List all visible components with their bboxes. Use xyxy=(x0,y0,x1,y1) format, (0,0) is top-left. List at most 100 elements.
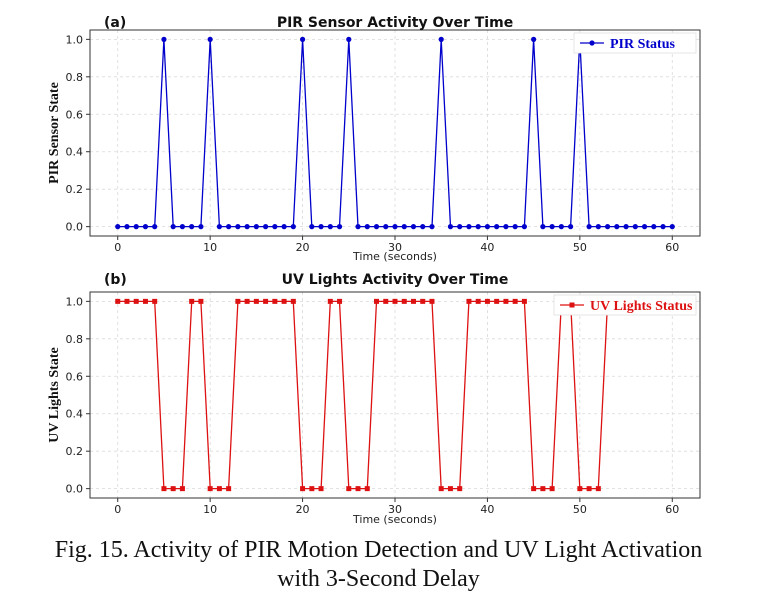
panel-label: (a) xyxy=(104,15,126,31)
data-point xyxy=(253,298,259,304)
data-point xyxy=(299,36,306,42)
y-tick-label: 0.4 xyxy=(66,408,84,421)
data-point xyxy=(604,224,611,230)
data-point xyxy=(595,224,601,230)
data-point xyxy=(383,298,389,304)
data-point xyxy=(420,298,426,304)
data-point xyxy=(410,224,417,230)
data-point xyxy=(226,486,232,492)
figure: 0 10 20 30 40 50 60 0.0 0.2 0.4 0.6 0.8 1.0 Time (sec… xyxy=(47,15,701,526)
data-point xyxy=(327,224,333,230)
data-point xyxy=(244,298,250,304)
data-point xyxy=(170,224,176,230)
x-tick-label: 60 xyxy=(665,503,679,516)
y-tick-label: 0.8 xyxy=(66,333,84,346)
data-point xyxy=(207,486,213,492)
x-tick-label: 0 xyxy=(114,241,121,254)
data-point xyxy=(346,486,352,492)
legend-marker xyxy=(569,302,575,308)
y-axis-label: PIR Sensor State xyxy=(47,82,62,184)
data-point xyxy=(447,486,453,492)
data-point xyxy=(318,224,324,230)
data-point xyxy=(651,224,657,230)
data-point xyxy=(540,224,546,230)
data-point xyxy=(429,298,435,304)
data-point xyxy=(586,486,592,492)
chart-panel-2: 0 10 20 30 40 50 60 0.0 0.2 0.4 0.6 0.8 1.0 Time (sec… xyxy=(47,272,701,526)
data-point xyxy=(198,224,204,230)
data-point xyxy=(660,224,666,230)
data-point xyxy=(170,486,176,492)
data-point xyxy=(383,224,389,230)
data-point xyxy=(549,486,555,492)
data-point xyxy=(410,298,416,304)
figure-caption: Fig. 15. Activity of PIR Motion Detectio… xyxy=(0,536,757,594)
data-point xyxy=(337,298,343,304)
x-tick-label: 60 xyxy=(665,241,679,254)
data-point xyxy=(641,224,648,230)
data-point xyxy=(152,298,158,304)
data-point xyxy=(161,486,167,492)
chart-title: PIR Sensor Activity Over Time xyxy=(277,15,513,31)
data-point xyxy=(318,486,324,492)
x-tick-label: 20 xyxy=(296,503,310,516)
x-tick-label: 30 xyxy=(388,503,402,516)
data-point xyxy=(531,486,537,492)
data-point xyxy=(429,224,435,230)
data-point xyxy=(447,224,454,230)
data-point xyxy=(521,224,527,230)
data-point xyxy=(355,486,361,492)
data-point xyxy=(115,224,121,230)
data-point xyxy=(124,298,130,304)
data-point xyxy=(503,298,509,304)
data-point xyxy=(133,224,139,230)
y-tick-label: 1.0 xyxy=(66,295,84,308)
data-point xyxy=(226,224,232,230)
data-point xyxy=(577,486,583,492)
data-point xyxy=(364,224,370,230)
panel-label: (b) xyxy=(104,272,127,288)
data-point xyxy=(484,224,491,230)
data-point xyxy=(244,224,250,230)
data-point xyxy=(272,298,278,304)
data-point xyxy=(281,298,287,304)
data-point xyxy=(263,224,269,230)
data-point xyxy=(355,224,361,230)
data-point xyxy=(373,224,380,230)
data-point xyxy=(623,224,629,230)
data-point xyxy=(466,298,472,304)
legend-label: PIR Status xyxy=(610,37,676,52)
data-point xyxy=(133,298,139,304)
data-point xyxy=(568,224,574,230)
data-point xyxy=(327,298,333,304)
x-axis-label: Time (seconds) xyxy=(352,250,437,263)
data-point xyxy=(207,36,213,42)
chart-panel-1: 0 10 20 30 40 50 60 0.0 0.2 0.4 0.6 0.8 1.0 Time (sec… xyxy=(47,15,701,263)
y-tick-label: 0.0 xyxy=(66,221,84,234)
data-point xyxy=(253,224,259,230)
data-point xyxy=(549,224,555,230)
x-tick-label: 40 xyxy=(480,241,494,254)
data-point xyxy=(494,224,500,230)
data-point xyxy=(142,298,148,304)
data-point xyxy=(521,298,527,304)
x-axis-label: Time (seconds) xyxy=(352,513,437,526)
data-point xyxy=(512,224,518,230)
data-point xyxy=(586,224,592,230)
data-point xyxy=(614,224,620,230)
legend-marker xyxy=(589,40,595,46)
data-point xyxy=(300,486,306,492)
series-line xyxy=(117,300,609,490)
data-point xyxy=(290,298,296,304)
x-tick-label: 30 xyxy=(388,241,402,254)
data-point xyxy=(438,486,444,492)
data-point xyxy=(281,224,287,230)
data-point xyxy=(531,36,537,42)
y-tick-label: 0.2 xyxy=(66,183,84,196)
data-point xyxy=(142,224,149,230)
data-point xyxy=(503,224,509,230)
x-tick-label: 40 xyxy=(480,503,494,516)
data-point xyxy=(235,224,241,230)
caption-line-2: with 3-Second Delay xyxy=(277,566,480,592)
data-point xyxy=(309,224,315,230)
